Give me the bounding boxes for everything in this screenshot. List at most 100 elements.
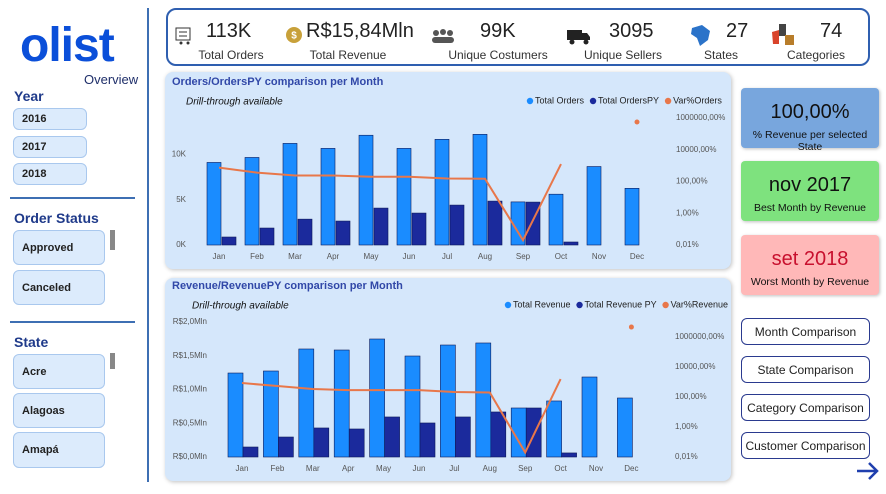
nav-button[interactable]: Category Comparison <box>741 394 870 421</box>
filter-title: Order Status <box>14 210 99 226</box>
kpi: 74 Categories <box>768 8 864 64</box>
y2-tick-label: 0,01% <box>676 240 699 249</box>
y2-tick-label: 100,00% <box>675 392 707 401</box>
card: set 2018 Worst Month by Revenue <box>741 235 879 295</box>
card: 100,00% % Revenue per selected State <box>741 88 879 153</box>
bar <box>259 227 275 246</box>
bar <box>440 344 456 458</box>
bar <box>278 436 294 458</box>
legend-marker <box>662 301 669 309</box>
separator <box>10 197 135 199</box>
y2-tick-label: 1,00% <box>675 422 698 431</box>
bar <box>263 370 279 458</box>
bar <box>297 218 313 246</box>
bar <box>221 236 237 246</box>
bar <box>335 220 351 246</box>
kpi-label: Unique Sellers <box>583 48 663 62</box>
bar <box>510 201 526 246</box>
filter-option[interactable]: 2016 <box>13 108 87 130</box>
x-tick-label: Dec <box>630 252 644 261</box>
y-tick-label: 0K <box>176 240 186 249</box>
legend-label: Total Revenue PY <box>585 299 657 309</box>
card-value: set 2018 <box>771 248 849 270</box>
card: nov 2017 Best Month by Revenue <box>741 161 879 221</box>
filter-option[interactable]: 2017 <box>13 136 87 158</box>
y-tick-label: 5K <box>176 195 186 204</box>
kpi-label: States <box>704 48 739 62</box>
bar <box>244 157 260 246</box>
bar <box>548 193 564 246</box>
y-tick-label: R$1,0Mln <box>173 385 207 394</box>
filter-option[interactable]: 2018 <box>13 163 87 185</box>
bar <box>434 139 450 246</box>
bar <box>373 207 389 246</box>
kpi-strip <box>166 8 870 66</box>
kpi-icon <box>175 27 191 45</box>
kpi-value: R$15,84Mln <box>306 20 414 42</box>
kpi-icon <box>772 24 794 45</box>
svg-text:$: $ <box>291 31 297 42</box>
y-tick-label: R$1,5Mln <box>173 351 207 360</box>
y2-tick-label: 1000000,00% <box>675 332 724 341</box>
bar <box>419 422 436 458</box>
bar <box>313 427 330 458</box>
x-tick-label: Dec <box>624 464 638 473</box>
next-arrow[interactable] <box>855 460 881 482</box>
y2-tick-label: 10000,00% <box>676 145 716 154</box>
subtitle: Overview <box>84 72 139 87</box>
y2-tick-label: 1000000,00% <box>676 113 725 122</box>
x-tick-label: Feb <box>271 464 285 473</box>
bar <box>525 407 542 458</box>
legend-marker <box>526 97 534 105</box>
line-point <box>628 324 634 330</box>
card-label: Worst Month by Revenue <box>750 276 870 288</box>
line <box>241 378 562 455</box>
bar <box>475 342 492 458</box>
x-tick-label: Jun <box>403 252 416 261</box>
nav-button[interactable]: Month Comparison <box>741 318 870 345</box>
scrollbar[interactable] <box>110 353 115 369</box>
filter-option[interactable]: Canceled <box>13 270 105 305</box>
legend-label: Total OrdersPY <box>598 95 659 105</box>
nav-button[interactable]: Customer Comparison <box>741 432 870 459</box>
chart-title: Orders/OrdersPY comparison per Month <box>172 76 384 88</box>
kpi-value: 3095 <box>609 20 654 42</box>
kpi-icon <box>567 30 590 45</box>
y-tick-label: R$2,0Mln <box>173 317 207 326</box>
bar <box>617 397 633 458</box>
card-label: Best Month by Revenue <box>753 202 867 214</box>
x-tick-label: Oct <box>554 464 567 473</box>
legend-marker <box>504 301 512 309</box>
kpi-label: Categories <box>786 48 846 62</box>
filter-option[interactable]: Acre <box>13 354 105 389</box>
x-tick-label: Nov <box>592 252 606 261</box>
y2-tick-label: 10000,00% <box>675 362 715 371</box>
filter-title: Year <box>14 88 44 104</box>
bar <box>411 212 427 246</box>
y2-tick-label: 1,00% <box>676 208 699 217</box>
bar <box>348 428 365 458</box>
bar <box>242 446 259 458</box>
x-tick-label: Aug <box>478 252 492 261</box>
bar <box>472 134 488 246</box>
logo: olist <box>20 19 115 72</box>
separator <box>10 321 135 323</box>
filter-option[interactable]: Approved <box>13 230 105 265</box>
bar <box>490 411 507 458</box>
filter-option[interactable]: Amapá <box>13 432 105 468</box>
card-label: % Revenue per selected State <box>752 129 868 153</box>
legend-marker <box>589 97 597 105</box>
filter-option[interactable]: Alagoas <box>13 393 105 428</box>
scrollbar[interactable] <box>110 230 115 250</box>
legend-label: Var%Revenue <box>671 299 728 309</box>
nav-button[interactable]: State Comparison <box>741 356 870 383</box>
x-tick-label: Sep <box>518 464 533 473</box>
divider <box>147 8 149 482</box>
bar <box>206 162 222 246</box>
x-tick-label: Mar <box>288 252 302 261</box>
filter-title: State <box>14 334 49 350</box>
bar <box>581 376 598 458</box>
y-tick-label: 10K <box>172 149 187 158</box>
kpi-value: 113K <box>206 20 252 42</box>
